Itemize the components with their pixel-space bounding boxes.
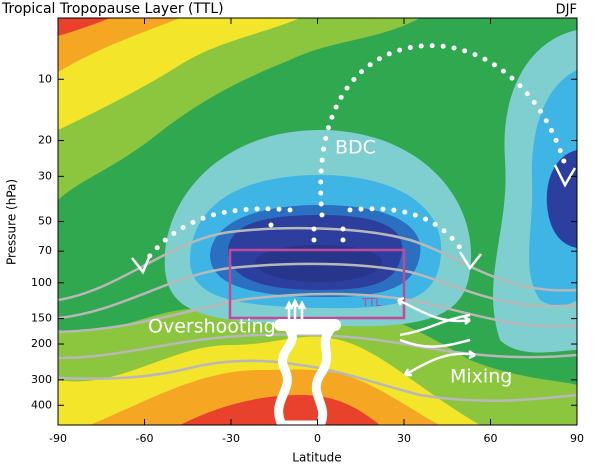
- x-tick-label: -90: [49, 432, 67, 445]
- chart-title: Tropical Tropopause Layer (TTL): [1, 1, 224, 17]
- y-tick-label: 30: [38, 169, 52, 182]
- y-tick-label: 200: [31, 337, 52, 350]
- y-axis-label: Pressure (hPa): [5, 179, 19, 265]
- x-tick-label: -30: [222, 432, 240, 445]
- x-tick-label: 30: [397, 432, 411, 445]
- x-tick-label: 0: [314, 432, 321, 445]
- y-tick-label: 20: [38, 134, 52, 147]
- y-tick-label: 10: [38, 72, 52, 85]
- annotation-ttl: TTL: [361, 296, 382, 309]
- y-tick-label: 100: [31, 276, 52, 289]
- season-label: DJF: [556, 3, 577, 18]
- annotation-bdc: BDC: [335, 137, 376, 159]
- y-tick-label: 70: [38, 244, 52, 257]
- y-tick-label: 150: [31, 312, 52, 325]
- y-tick-label: 50: [38, 215, 52, 228]
- y-tick-label: 300: [31, 373, 52, 386]
- x-tick-label: -60: [136, 432, 154, 445]
- contour-field: BDC TTL Overshooting Mixing: [58, 18, 577, 425]
- annotation-mixing: Mixing: [450, 366, 512, 388]
- annotation-overshooting: Overshooting: [148, 316, 276, 338]
- y-tick-label: 400: [31, 398, 52, 411]
- x-tick-label: 90: [570, 432, 584, 445]
- x-tick-label: 60: [484, 432, 498, 445]
- x-axis-label: Latitude: [292, 451, 341, 465]
